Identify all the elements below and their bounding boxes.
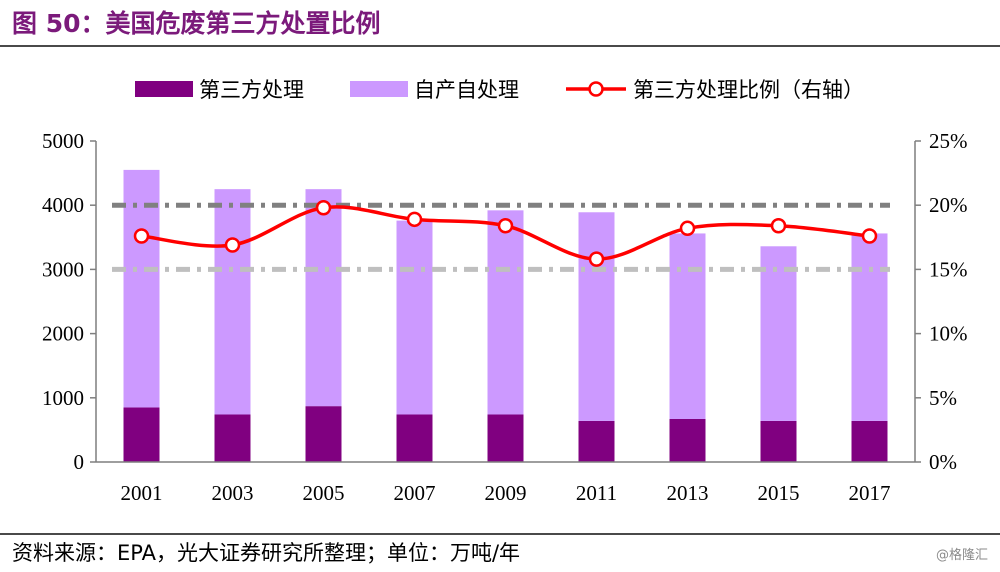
x-tick-label: 2005 (303, 481, 345, 505)
x-tick-label: 2001 (121, 481, 163, 505)
ratio-point-2015 (770, 217, 787, 234)
ratio-point-2009 (497, 217, 514, 234)
x-tick-label: 2007 (394, 481, 436, 505)
legend-swatch-self-disposal (350, 81, 408, 97)
source-rule (0, 533, 1000, 535)
legend-label-ratio: 第三方处理比例（右轴） (633, 78, 864, 102)
left-tick-label: 2000 (42, 322, 84, 346)
right-tick-label: 20% (929, 193, 968, 217)
x-tick-label: 2015 (758, 481, 800, 505)
bar-self-disposal-2007 (396, 220, 433, 415)
x-tick-label: 2009 (485, 481, 527, 505)
left-tick-label: 4000 (42, 193, 84, 217)
ratio-point-2005 (315, 200, 332, 216)
ratio-point-2001 (133, 228, 150, 244)
stacked-bar-line-chart: 0 1000 2000 3000 4000 5000 0% 5% 10% 15% 20% 25% 200… (42, 78, 968, 505)
bar-self-disposal-2009 (487, 210, 524, 415)
left-tick-label: 0 (74, 450, 85, 474)
bar-third-party-2013 (669, 418, 706, 462)
bar-third-party-2003 (214, 414, 251, 462)
x-tick-label: 2013 (667, 481, 709, 505)
right-tick-label: 10% (929, 322, 968, 346)
bar-third-party-2001 (123, 407, 160, 462)
bar-third-party-2017 (851, 420, 888, 462)
right-tick-label: 15% (929, 257, 968, 281)
bar-third-party-2015 (760, 420, 797, 462)
bar-third-party-2009 (487, 414, 524, 462)
x-tick-label: 2011 (576, 481, 617, 505)
legend-swatch-third-party (135, 81, 193, 97)
left-tick-label: 1000 (42, 386, 84, 410)
ratio-point-2007 (406, 211, 423, 228)
figure-title: 图 50：美国危废第三方处置比例 (12, 9, 381, 38)
ratio-point-2013 (679, 220, 696, 237)
watermark: @格隆汇 (935, 548, 988, 563)
bar-self-disposal-2001 (123, 169, 160, 408)
legend-label-self-disposal: 自产自处理 (414, 78, 519, 102)
left-tick-label: 3000 (42, 257, 84, 281)
left-tick-label: 5000 (42, 129, 84, 153)
ratio-point-2003 (224, 237, 241, 253)
legend: 第三方处理 自产自处理 第三方处理比例（右轴） (135, 78, 864, 102)
bar-self-disposal-2003 (214, 189, 251, 415)
title-rule (0, 45, 1000, 47)
legend-label-third-party: 第三方处理 (199, 78, 304, 102)
right-tick-label: 0% (929, 450, 957, 474)
bar-third-party-2011 (578, 420, 615, 462)
x-tick-label: 2003 (212, 481, 254, 505)
ratio-point-2011 (588, 251, 605, 267)
bar-self-disposal-2015 (760, 246, 797, 421)
x-tick-label: 2017 (849, 481, 891, 505)
bar-self-disposal-2013 (669, 233, 706, 419)
bar-self-disposal-2017 (851, 233, 888, 421)
bar-third-party-2005 (305, 406, 342, 462)
right-tick-label: 5% (929, 386, 957, 410)
bar-self-disposal-2011 (578, 212, 615, 421)
bar-self-disposal-2005 (305, 189, 342, 407)
ratio-point-2017 (861, 228, 878, 244)
source-note: 资料来源：EPA，光大证券研究所整理；单位：万吨/年 (12, 541, 521, 565)
legend-swatch-ratio-marker (588, 81, 604, 97)
bar-third-party-2007 (396, 414, 433, 462)
right-tick-label: 25% (929, 129, 968, 153)
